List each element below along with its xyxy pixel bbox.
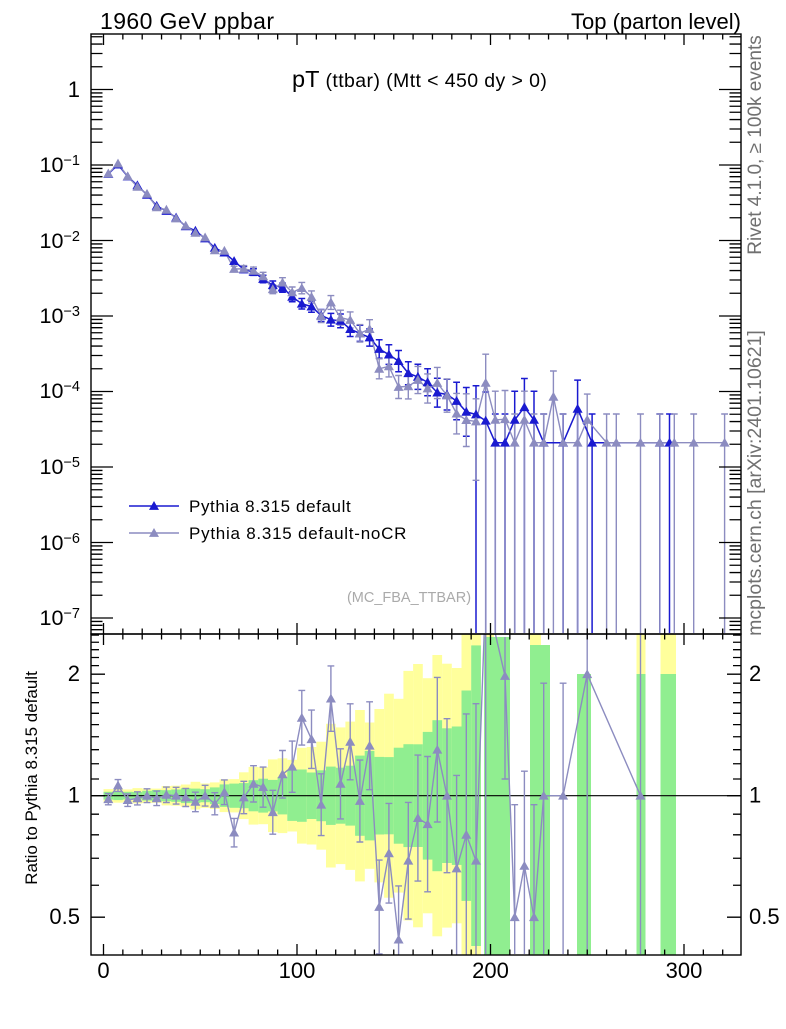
svg-text:300: 300: [666, 958, 703, 983]
svg-text:1: 1: [68, 783, 80, 808]
svg-text:1: 1: [68, 77, 80, 102]
svg-text:200: 200: [472, 958, 509, 983]
svg-text:Ratio to Pythia 8.315 default: Ratio to Pythia 8.315 default: [22, 671, 41, 885]
svg-text:(MC_FBA_TTBAR): (MC_FBA_TTBAR): [347, 590, 471, 606]
svg-text:2: 2: [68, 661, 80, 686]
svg-text:1: 1: [749, 783, 761, 808]
svg-text:1960 GeV ppbar: 1960 GeV ppbar: [100, 8, 274, 34]
svg-text:2: 2: [749, 661, 761, 686]
svg-text:Pythia 8.315 default: Pythia 8.315 default: [189, 497, 351, 516]
svg-text:100: 100: [279, 958, 316, 983]
svg-text:0.5: 0.5: [49, 904, 80, 929]
svg-text:pT (ttbar) (Mtt < 450 dy > 0): pT (ttbar) (Mtt < 450 dy > 0): [292, 66, 547, 92]
svg-text:Top (parton level): Top (parton level): [571, 9, 741, 34]
svg-text:Rivet 4.1.0, ≥ 100k events: Rivet 4.1.0, ≥ 100k events: [745, 35, 766, 255]
svg-text:mcplots.cern.ch [arXiv:2401.10: mcplots.cern.ch [arXiv:2401.10621]: [744, 330, 766, 636]
svg-text:0.5: 0.5: [749, 904, 780, 929]
svg-text:Pythia 8.315 default-noCR: Pythia 8.315 default-noCR: [189, 524, 407, 543]
svg-text:0: 0: [97, 958, 109, 983]
